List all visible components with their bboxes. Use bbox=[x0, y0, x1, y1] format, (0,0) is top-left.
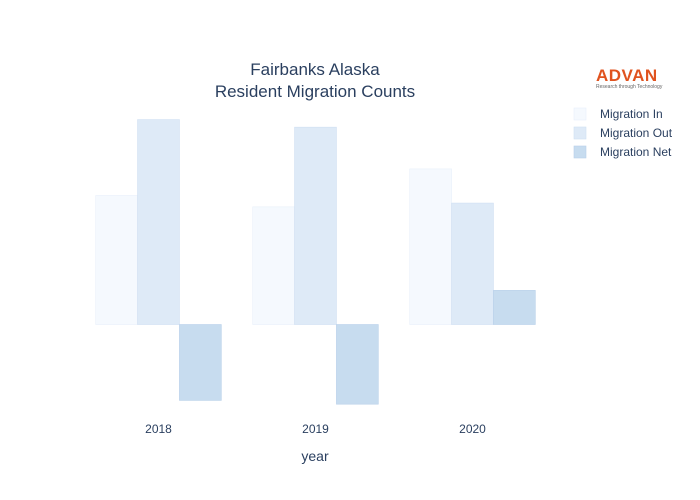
bar-migration-net-2018 bbox=[179, 324, 222, 401]
bar-migration-in-2019 bbox=[252, 206, 295, 325]
x-tick-label-2020: 2020 bbox=[459, 422, 486, 436]
x-tick-label-2019: 2019 bbox=[302, 422, 329, 436]
advan-logo: ADVAN Research through Technology bbox=[596, 66, 676, 96]
bar-migration-out-2020 bbox=[451, 202, 494, 325]
legend-label-migration-out[interactable]: Migration Out bbox=[600, 126, 673, 140]
legend: Migration In Migration Out Migration Net bbox=[573, 107, 673, 159]
logo-brand: ADVAN bbox=[596, 66, 658, 85]
legend-label-migration-net[interactable]: Migration Net bbox=[600, 145, 672, 159]
bar-layer bbox=[95, 119, 536, 405]
legend-label-migration-in[interactable]: Migration In bbox=[600, 107, 663, 121]
chart-title-line-2: Resident Migration Counts bbox=[215, 82, 415, 101]
logo-tagline: Research through Technology bbox=[596, 84, 663, 90]
bar-migration-out-2019 bbox=[294, 126, 337, 325]
legend-swatch-migration-out[interactable] bbox=[573, 126, 587, 140]
chart-title: Fairbanks Alaska Resident Migration Coun… bbox=[215, 60, 415, 101]
x-tick-label-2018: 2018 bbox=[145, 422, 172, 436]
legend-swatch-migration-in[interactable] bbox=[573, 107, 587, 121]
bar-migration-net-2020 bbox=[493, 290, 536, 325]
x-tick-labels: 2018 2019 2020 bbox=[145, 422, 486, 436]
bar-migration-in-2020 bbox=[409, 168, 452, 325]
legend-swatch-migration-net[interactable] bbox=[573, 145, 587, 159]
bar-migration-net-2019 bbox=[336, 324, 379, 405]
chart-title-line-1: Fairbanks Alaska bbox=[250, 60, 380, 79]
bar-migration-out-2018 bbox=[137, 119, 180, 325]
bar-migration-in-2018 bbox=[95, 195, 138, 325]
x-axis-title: year bbox=[301, 448, 329, 464]
